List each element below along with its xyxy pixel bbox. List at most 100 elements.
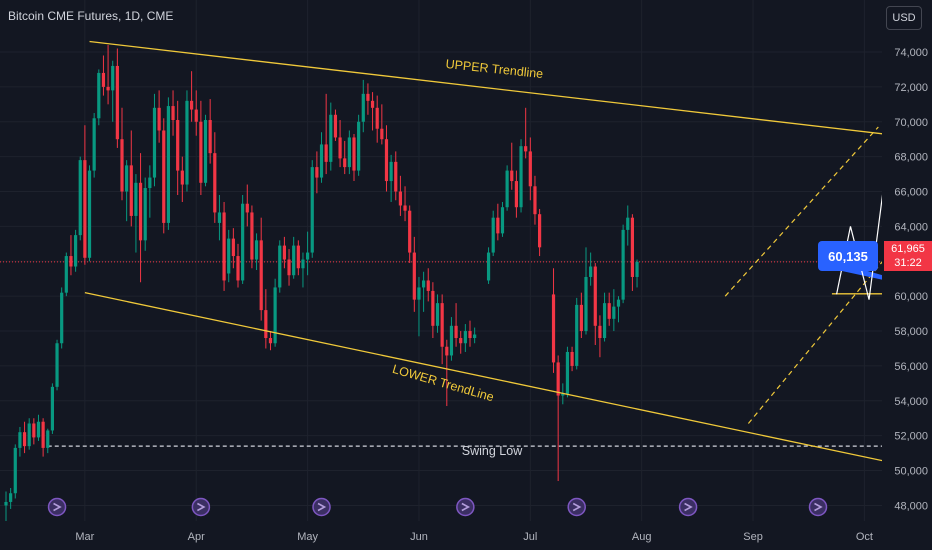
candle-body (579, 304, 583, 332)
candle-body (491, 217, 495, 253)
price-tick-label: 60,000 (894, 291, 928, 303)
candle-body (268, 338, 273, 344)
candle-body (468, 331, 472, 339)
candle-body (157, 107, 161, 131)
event-marker-icon[interactable] (191, 497, 211, 517)
candle-body (389, 161, 393, 182)
candle-body (87, 170, 92, 258)
candle-body (106, 86, 110, 91)
candle-body (514, 181, 518, 208)
lower-trendline (84, 292, 930, 472)
time-tick-label: Mar (75, 531, 94, 543)
time-tick-label: Sep (743, 531, 763, 543)
candle-body (380, 128, 384, 140)
candle-body (171, 106, 175, 121)
event-marker-ring (678, 497, 698, 517)
candle-body (593, 266, 597, 326)
candle-body (366, 93, 370, 101)
last-price-value: 61,965 (891, 243, 925, 255)
candle-body (92, 118, 96, 171)
candle-body (41, 421, 45, 448)
candle-body (152, 107, 157, 178)
candle-body (287, 259, 291, 276)
candle-body (120, 139, 124, 192)
price-tick-label: 74,000 (894, 47, 928, 59)
candle-body (129, 165, 133, 216)
price-tick-label: 68,000 (894, 152, 928, 164)
candle-body (13, 447, 17, 494)
candle-body (329, 114, 333, 162)
candle-body (27, 423, 31, 447)
price-axis-background (882, 0, 932, 550)
candle-body (162, 130, 166, 223)
event-marker-icon[interactable] (47, 497, 67, 517)
candle-body (194, 109, 198, 122)
candle-body (384, 139, 389, 182)
candle-body (176, 120, 180, 171)
candle-body (575, 304, 579, 366)
candle-body (32, 423, 36, 438)
time-tick-label: Oct (856, 531, 873, 543)
event-marker-icon[interactable] (567, 497, 586, 517)
candle-body (463, 331, 467, 344)
price-tick-label: 48,000 (894, 500, 928, 512)
candle-body (273, 287, 277, 344)
candle-body (264, 310, 268, 339)
currency-button[interactable]: USD (886, 6, 922, 30)
candle-body (426, 280, 430, 291)
event-markers[interactable] (47, 497, 930, 517)
price-axis[interactable]: 48,000 50,000 52,000 54,000 56,000 58,000 60,0… (882, 0, 932, 550)
price-tick-label: 58,000 (894, 326, 928, 338)
candle-body (254, 240, 259, 260)
candle-body (533, 186, 537, 215)
candle-body (551, 294, 556, 363)
candle-body (134, 182, 138, 216)
trendlines[interactable] (84, 40, 932, 472)
price-tick-label: 64,000 (894, 221, 928, 233)
candle-body (602, 303, 607, 339)
candle-body (449, 325, 454, 356)
candle-body (505, 170, 509, 208)
candle-body (36, 421, 41, 438)
time-axis[interactable]: Mar Apr May Jun Jul Aug Sep Oct (0, 521, 932, 550)
event-marker-ring (808, 497, 828, 517)
event-marker-icon[interactable] (678, 497, 698, 517)
event-marker-ring (47, 497, 67, 517)
candle-body (398, 191, 402, 206)
candle-body (125, 165, 129, 192)
candle-body (282, 245, 286, 260)
candle-body (431, 290, 435, 326)
candle-body (454, 325, 458, 339)
candle-body (510, 170, 514, 182)
target-price-callout[interactable]: 60,135 (818, 241, 878, 271)
event-marker-arrow (814, 502, 823, 512)
candle-body (46, 430, 50, 448)
time-tick-label: Apr (188, 531, 205, 543)
candle-body (64, 256, 68, 293)
event-marker-icon[interactable] (312, 497, 331, 517)
candle-body (408, 210, 412, 253)
event-marker-arrow (572, 502, 582, 512)
candle-body (74, 235, 78, 267)
candle-body (561, 393, 565, 396)
candle-body (361, 93, 365, 122)
candle-body (607, 303, 611, 319)
event-marker-icon[interactable] (808, 497, 828, 517)
candle-body (394, 161, 398, 192)
candle-body (227, 238, 231, 274)
candle-body (97, 72, 101, 119)
candle-body (626, 217, 630, 230)
candle-body (217, 212, 222, 223)
candle-body (166, 106, 170, 223)
candle-body (306, 252, 310, 260)
price-tick-label: 54,000 (894, 396, 928, 408)
candle-body (435, 303, 440, 326)
time-tick-label: Jun (410, 531, 428, 543)
candle-body (231, 238, 235, 257)
candle-body (422, 280, 426, 288)
price-tick-label: 50,000 (894, 466, 928, 478)
event-marker-icon[interactable] (456, 497, 475, 517)
candle-body (4, 501, 8, 506)
time-tick-label: Aug (632, 531, 652, 543)
